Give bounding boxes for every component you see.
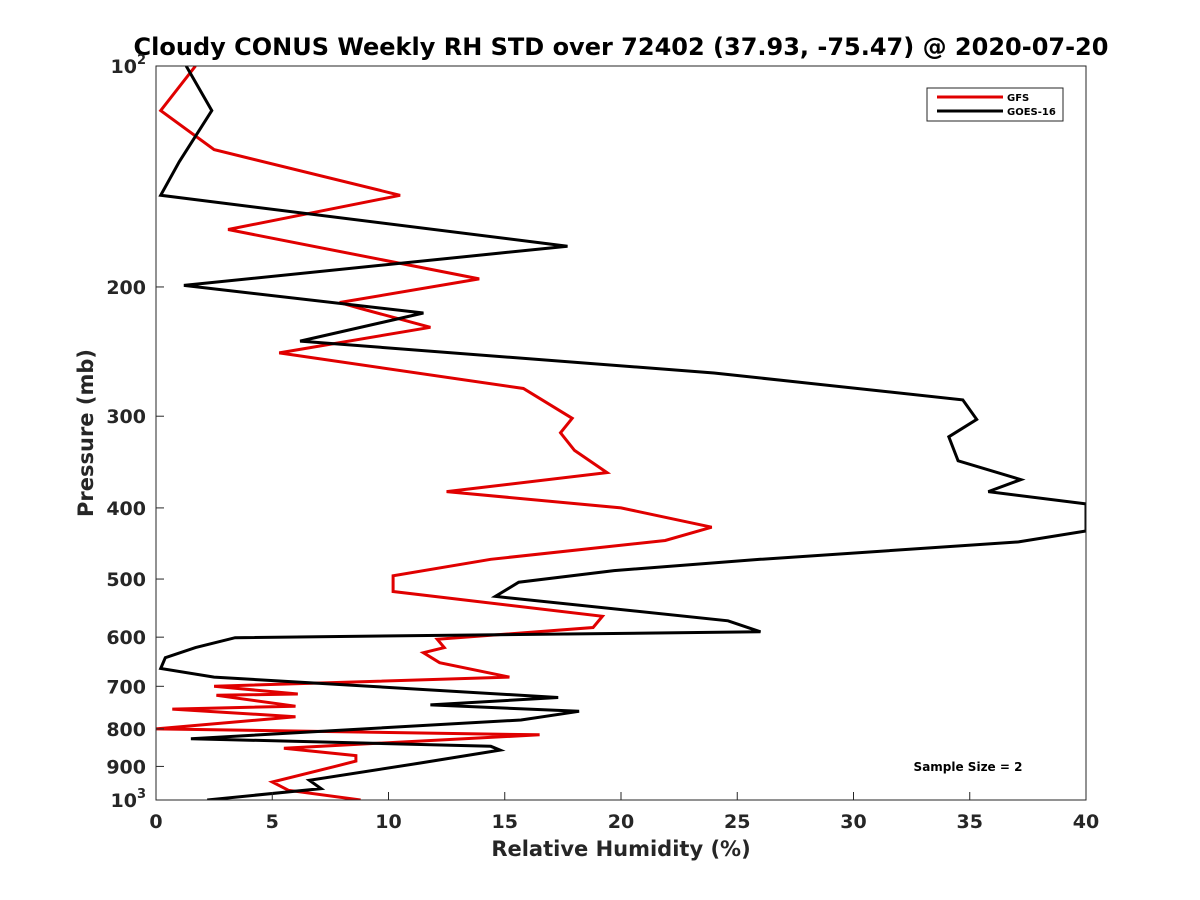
y-tick-label: 400 (106, 498, 146, 520)
legend-label: GOES-16 (1007, 107, 1056, 118)
y-tick-label: 300 (106, 406, 146, 428)
x-tick-label: 25 (724, 811, 750, 833)
x-tick-label: 30 (840, 811, 866, 833)
y-tick-label: 200 (106, 277, 146, 299)
sample-size-annotation: Sample Size = 2 (914, 760, 1023, 774)
chart-title: Cloudy CONUS Weekly RH STD over 72402 (3… (134, 33, 1109, 61)
x-tick-label: 40 (1073, 811, 1099, 833)
x-tick-label: 20 (608, 811, 634, 833)
x-tick-label: 15 (492, 811, 518, 833)
legend: GFS GOES-16 (926, 87, 1064, 122)
y-tick-label: 800 (106, 719, 146, 741)
legend-box (926, 87, 1064, 122)
series-layer (156, 66, 1086, 800)
x-tick-label: 0 (149, 811, 162, 833)
y-tick-label: 500 (106, 569, 146, 591)
x-tick-label: 5 (266, 811, 279, 833)
y-tick-label: 900 (106, 756, 146, 778)
y-axis: 102 200 300 400 500 600 700 800 900 103 (106, 53, 164, 812)
x-tick-label: 10 (375, 811, 401, 833)
y-tick-label: 600 (106, 627, 146, 649)
series-line-gfs (156, 66, 713, 800)
y-tick-label: 700 (106, 676, 146, 698)
x-axis-label: Relative Humidity (%) (491, 837, 750, 861)
plot-area-frame (155, 65, 1087, 801)
x-axis: 0 5 10 15 20 25 30 35 40 (149, 792, 1099, 833)
legend-label: GFS (1007, 93, 1029, 104)
series-line-goes-16 (158, 66, 1086, 800)
x-tick-label: 35 (957, 811, 983, 833)
y-axis-label: Pressure (mb) (74, 349, 98, 517)
y-tick-label: 102 (111, 53, 147, 78)
y-tick-label: 103 (111, 787, 147, 812)
